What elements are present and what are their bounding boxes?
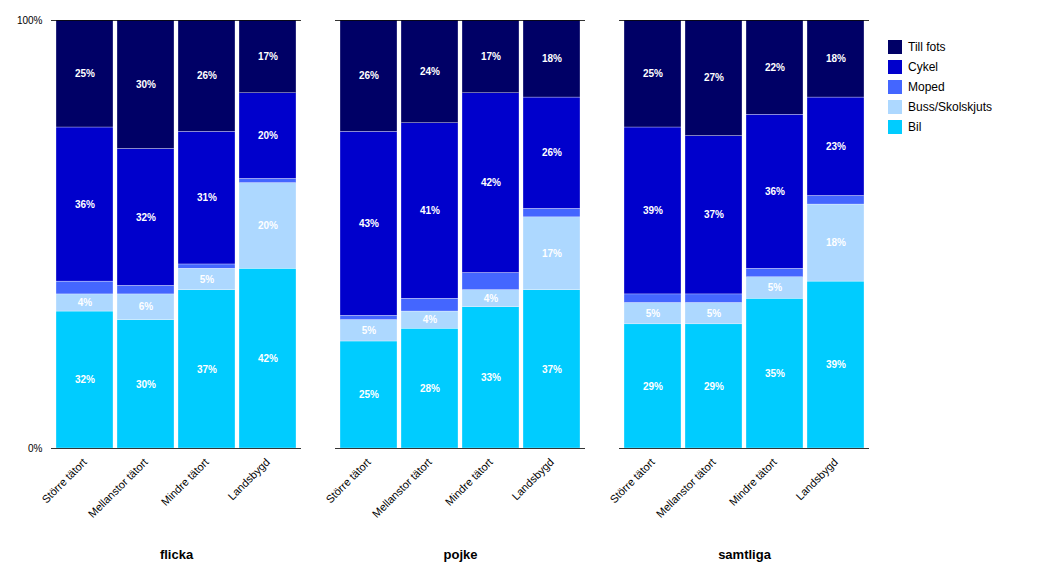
svg-text:32%: 32% xyxy=(75,374,95,385)
svg-text:18%: 18% xyxy=(826,53,846,64)
svg-text:17%: 17% xyxy=(481,51,501,62)
svg-text:Större tätort: Större tätort xyxy=(607,456,657,506)
svg-text:18%: 18% xyxy=(542,53,562,64)
html-text:Till fots: Till fots xyxy=(908,40,946,54)
svg-text:37%: 37% xyxy=(704,209,724,220)
svg-text:6%: 6% xyxy=(139,301,154,312)
svg-text:flicka: flicka xyxy=(160,547,194,562)
svg-text:33%: 33% xyxy=(481,372,501,383)
svg-text:23%: 23% xyxy=(826,141,846,152)
svg-text:Större tätort: Större tätort xyxy=(39,456,89,506)
svg-text:37%: 37% xyxy=(197,364,217,375)
svg-text:28%: 28% xyxy=(420,383,440,394)
svg-text:37%: 37% xyxy=(542,364,562,375)
svg-text:17%: 17% xyxy=(542,248,562,259)
svg-text:Landsbygd: Landsbygd xyxy=(225,456,272,503)
svg-text:30%: 30% xyxy=(136,379,156,390)
html-text:Bil: Bil xyxy=(908,120,922,134)
svg-text:39%: 39% xyxy=(826,359,846,370)
svg-text:4%: 4% xyxy=(423,314,438,325)
svg-text:5%: 5% xyxy=(646,308,661,319)
svg-text:samtliga: samtliga xyxy=(718,547,772,562)
svg-text:0%: 0% xyxy=(28,443,43,454)
svg-text:26%: 26% xyxy=(542,147,562,158)
svg-text:Landsbygd: Landsbygd xyxy=(509,456,556,503)
html-text:Moped: Moped xyxy=(908,80,945,94)
svg-text:25%: 25% xyxy=(643,68,663,79)
svg-text:32%: 32% xyxy=(136,212,156,223)
svg-text:Mindre tätort: Mindre tätort xyxy=(443,456,495,508)
svg-text:43%: 43% xyxy=(359,218,379,229)
svg-text:41%: 41% xyxy=(420,205,440,216)
svg-text:20%: 20% xyxy=(258,220,278,231)
svg-text:5%: 5% xyxy=(200,274,215,285)
svg-text:5%: 5% xyxy=(362,325,377,336)
svg-text:42%: 42% xyxy=(481,177,501,188)
svg-text:17%: 17% xyxy=(258,51,278,62)
svg-text:Mindre tätort: Mindre tätort xyxy=(159,456,211,508)
svg-text:20%: 20% xyxy=(258,130,278,141)
svg-text:Mellanstor tätort: Mellanstor tätort xyxy=(86,456,150,520)
svg-text:Mellanstor tätort: Mellanstor tätort xyxy=(370,456,434,520)
svg-text:31%: 31% xyxy=(197,192,217,203)
svg-text:4%: 4% xyxy=(78,297,93,308)
svg-text:42%: 42% xyxy=(258,353,278,364)
svg-text:Landsbygd: Landsbygd xyxy=(793,456,840,503)
svg-text:100%: 100% xyxy=(17,15,43,26)
svg-text:pojke: pojke xyxy=(444,547,478,562)
svg-text:27%: 27% xyxy=(704,72,724,83)
svg-text:Större tätort: Större tätort xyxy=(323,456,373,506)
svg-text:29%: 29% xyxy=(704,381,724,392)
svg-text:30%: 30% xyxy=(136,79,156,90)
svg-text:18%: 18% xyxy=(826,237,846,248)
html-text:Buss/Skolskjuts: Buss/Skolskjuts xyxy=(908,100,992,114)
svg-text:26%: 26% xyxy=(359,70,379,81)
svg-text:5%: 5% xyxy=(768,282,783,293)
svg-text:39%: 39% xyxy=(643,205,663,216)
svg-text:22%: 22% xyxy=(765,62,785,73)
svg-text:Mellanstor tätort: Mellanstor tätort xyxy=(654,456,718,520)
svg-text:35%: 35% xyxy=(765,368,785,379)
svg-text:26%: 26% xyxy=(197,70,217,81)
svg-text:Mindre tätort: Mindre tätort xyxy=(727,456,779,508)
svg-text:5%: 5% xyxy=(707,308,722,319)
svg-text:25%: 25% xyxy=(359,389,379,400)
html-text:Cykel: Cykel xyxy=(908,60,938,74)
svg-text:29%: 29% xyxy=(643,381,663,392)
svg-text:36%: 36% xyxy=(765,186,785,197)
svg-text:4%: 4% xyxy=(484,293,499,304)
svg-text:36%: 36% xyxy=(75,199,95,210)
svg-text:25%: 25% xyxy=(75,68,95,79)
svg-text:24%: 24% xyxy=(420,66,440,77)
